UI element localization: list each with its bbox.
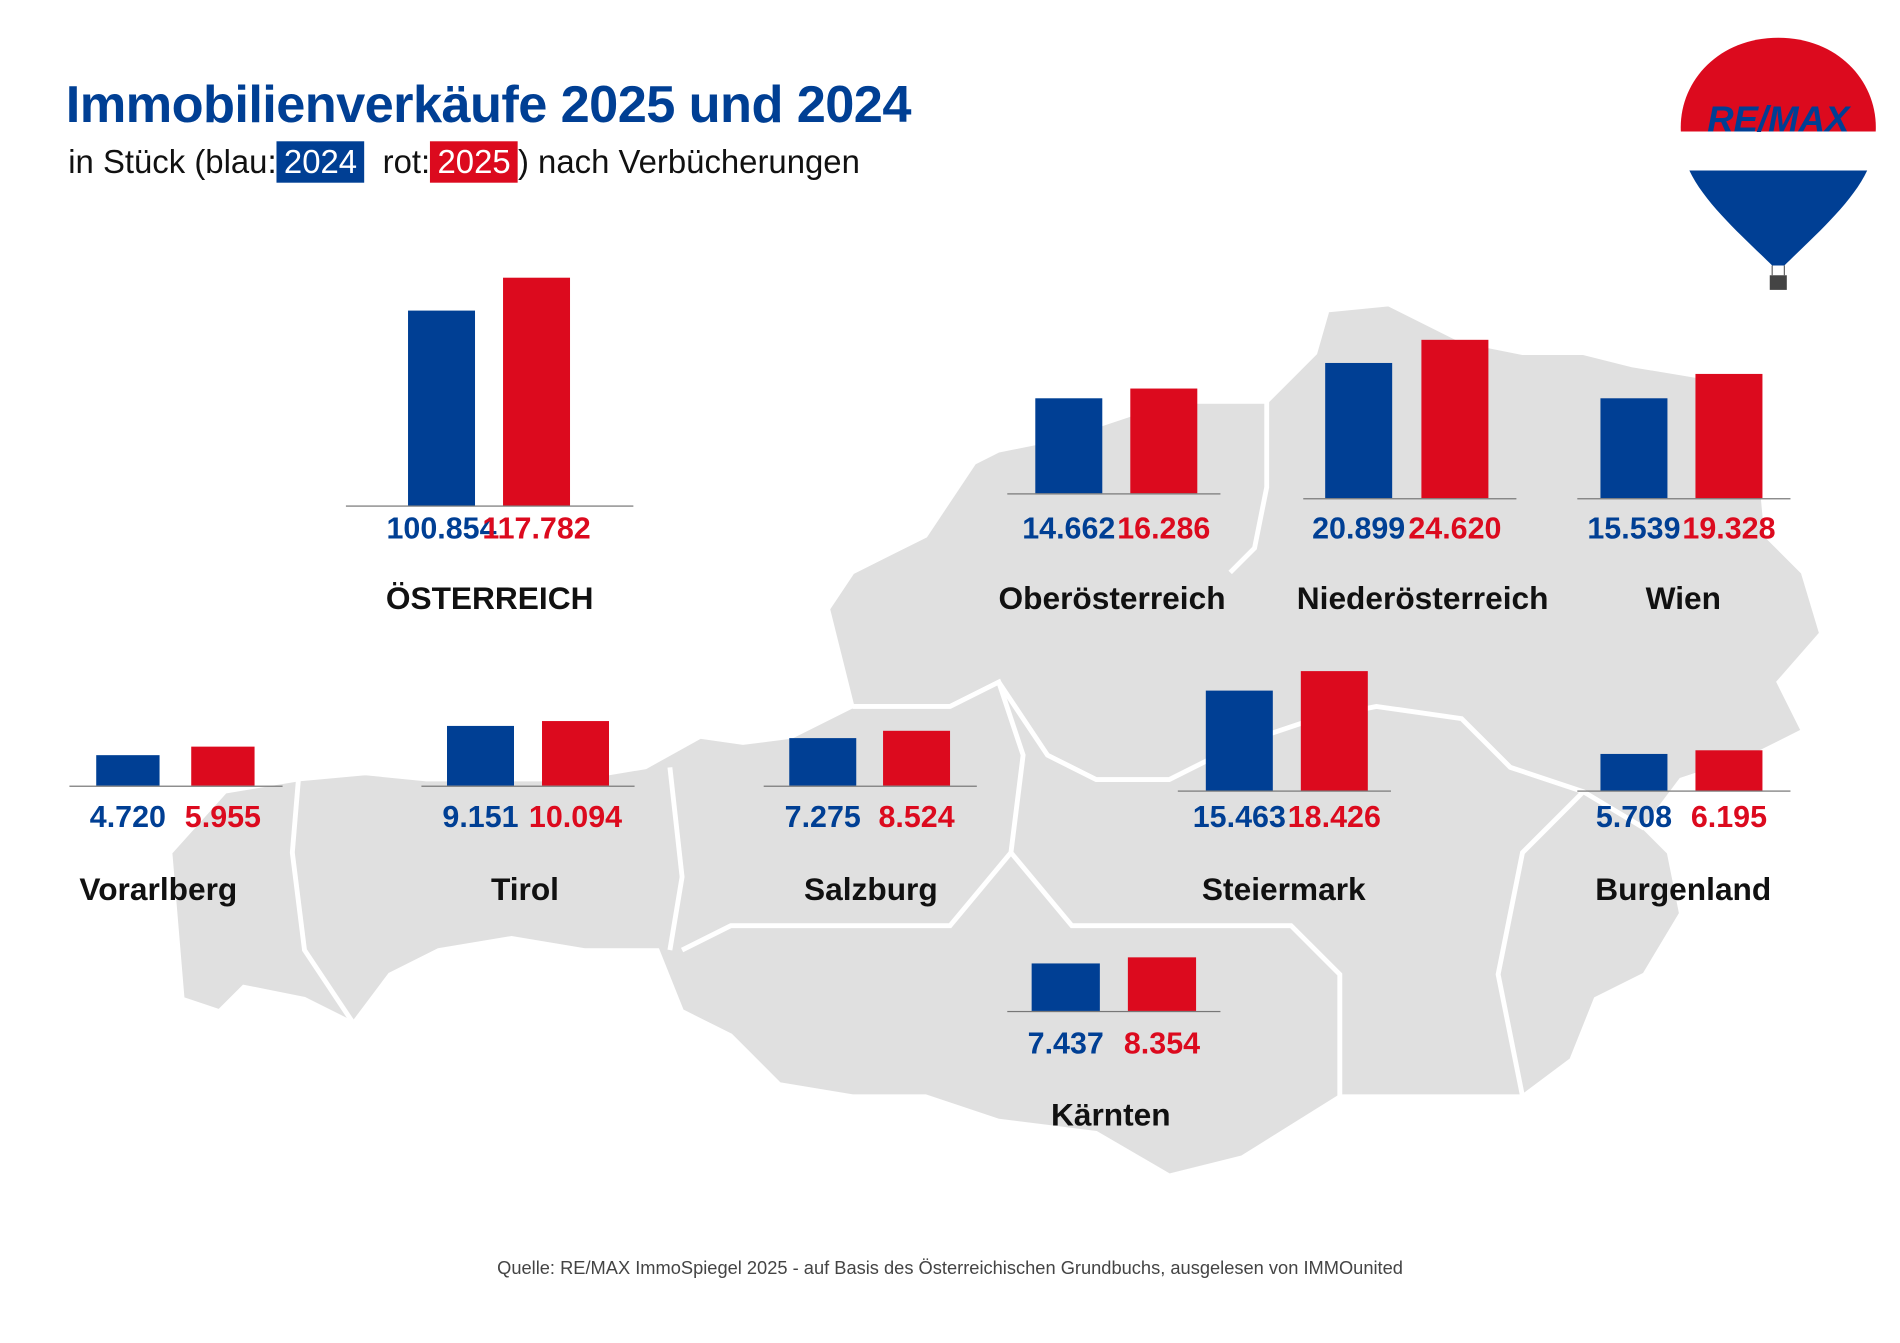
region-name: Oberösterreich: [998, 579, 1226, 617]
bar-2025: [191, 747, 255, 786]
baseline: [1007, 1010, 1221, 1013]
value-label-2025: 16.286: [1117, 511, 1211, 546]
bar-2024: [1600, 753, 1668, 791]
bar-2025: [1695, 750, 1763, 791]
baseline: [345, 505, 634, 507]
subtitle-suffix: ) nach Verbücherungen: [517, 143, 860, 181]
value-label-2025: 18.426: [1287, 800, 1381, 835]
bar-2024: [1600, 397, 1668, 499]
value-label-2025: 117.782: [482, 511, 591, 546]
legend-2025: 2025: [430, 141, 518, 183]
value-label-2025: 10.094: [528, 800, 623, 835]
source-note: Quelle: RE/MAX ImmoSpiegel 2025 - auf Ba…: [497, 1258, 1403, 1279]
bar-2024: [408, 310, 476, 506]
value-label-2025: 24.620: [1408, 511, 1502, 546]
bar-2025: [542, 720, 609, 786]
value-label-2024: 20.899: [1312, 511, 1406, 546]
value-label-2024: 100.854: [386, 511, 497, 546]
subtitle-prefix: in Stück (blau:: [68, 143, 277, 181]
subtitle-mid: rot:: [364, 143, 431, 181]
value-label-2024: 4.720: [89, 800, 166, 835]
value-label-2024: 7.275: [784, 800, 861, 835]
baseline: [1577, 498, 1791, 500]
region-name: Salzburg: [804, 870, 938, 908]
bar-2025: [1130, 388, 1198, 494]
bar-2025: [1300, 671, 1368, 791]
bar-2024: [1035, 398, 1103, 494]
value-label-2025: 8.354: [1123, 1026, 1201, 1061]
legend-2024: 2024: [276, 141, 365, 183]
value-label-2024: 9.151: [442, 800, 519, 835]
value-label-2024: 15.463: [1192, 800, 1286, 835]
baseline: [1177, 790, 1391, 792]
logo-text: RE/MAX: [1707, 99, 1852, 140]
value-label-2025: 8.524: [878, 800, 955, 835]
region-name: Steiermark: [1201, 870, 1366, 908]
austria-map-shape: [168, 302, 1823, 1178]
baseline: [69, 785, 283, 787]
region-name: Tirol: [490, 870, 559, 908]
value-label-2024: 15.539: [1587, 511, 1681, 546]
value-label-2024: 14.662: [1022, 511, 1116, 546]
region-name: ÖSTERREICH: [385, 579, 594, 617]
bar-2025: [1695, 373, 1763, 499]
value-label-2025: 19.328: [1682, 511, 1776, 546]
value-label-2024: 7.437: [1027, 1026, 1104, 1061]
chart-title: Immobilienverkäufe 2025 und 2024: [65, 75, 912, 134]
value-label-2025: 5.955: [184, 800, 261, 835]
region-name: Niederösterreich: [1296, 579, 1549, 617]
value-label-2025: 6.195: [1690, 800, 1768, 835]
region-name: Wien: [1645, 579, 1721, 617]
baseline: [1303, 498, 1517, 500]
bar-2024: [447, 726, 514, 786]
region-name: Vorarlberg: [79, 870, 238, 908]
bar-2025: [883, 730, 951, 786]
baseline: [1007, 493, 1221, 495]
bar-2024: [1325, 363, 1393, 499]
bar-2024: [96, 755, 160, 786]
bar-2024: [789, 738, 857, 786]
chart-subtitle: in Stück (blau: 2024 rot: 2025) nach Verbü…: [68, 141, 860, 183]
region-name: Kärnten: [1050, 1096, 1171, 1133]
value-label-2024: 5.708: [1595, 800, 1673, 835]
baseline: [763, 785, 977, 787]
baseline: [1577, 790, 1791, 792]
baseline: [421, 785, 635, 787]
bar-2025: [1127, 957, 1197, 1011]
bar-2024: [1031, 962, 1100, 1011]
bar-2024: [1205, 690, 1273, 791]
bar-2025: [503, 277, 571, 506]
bar-2025: [1421, 339, 1489, 499]
region-name: Burgenland: [1595, 870, 1772, 908]
remax-balloon-logo: RE/MAX: [1680, 37, 1876, 290]
